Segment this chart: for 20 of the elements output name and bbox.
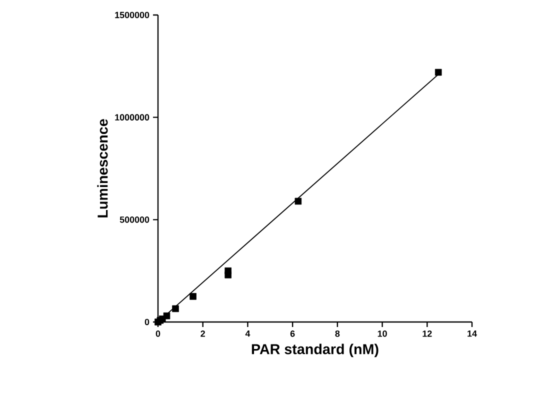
x-tick-label: 10 [378, 330, 387, 337]
y-tick-label: 0 [144, 318, 150, 326]
x-tick-label: 4 [245, 330, 250, 337]
y-tick-label: 500000 [120, 216, 150, 223]
x-axis-title: PAR standard (nM) [252, 344, 378, 358]
x-tick-label: 12 [422, 330, 432, 337]
y-tick-label: 1500000 [115, 12, 150, 18]
x-tick-label: 14 [468, 330, 477, 337]
point [224, 272, 232, 278]
y-tick-label: 1000000 [115, 114, 150, 121]
point [190, 293, 196, 300]
point [163, 312, 170, 320]
x-tick-label: 2 [200, 330, 205, 337]
x-tick-label: 0 [156, 330, 160, 337]
point [434, 68, 442, 76]
x-tick-label: 6 [290, 330, 295, 337]
point [294, 198, 302, 205]
y-axis-title: Luminescence [97, 119, 108, 218]
point [172, 305, 179, 312]
x-tick-label: 8 [335, 330, 340, 337]
